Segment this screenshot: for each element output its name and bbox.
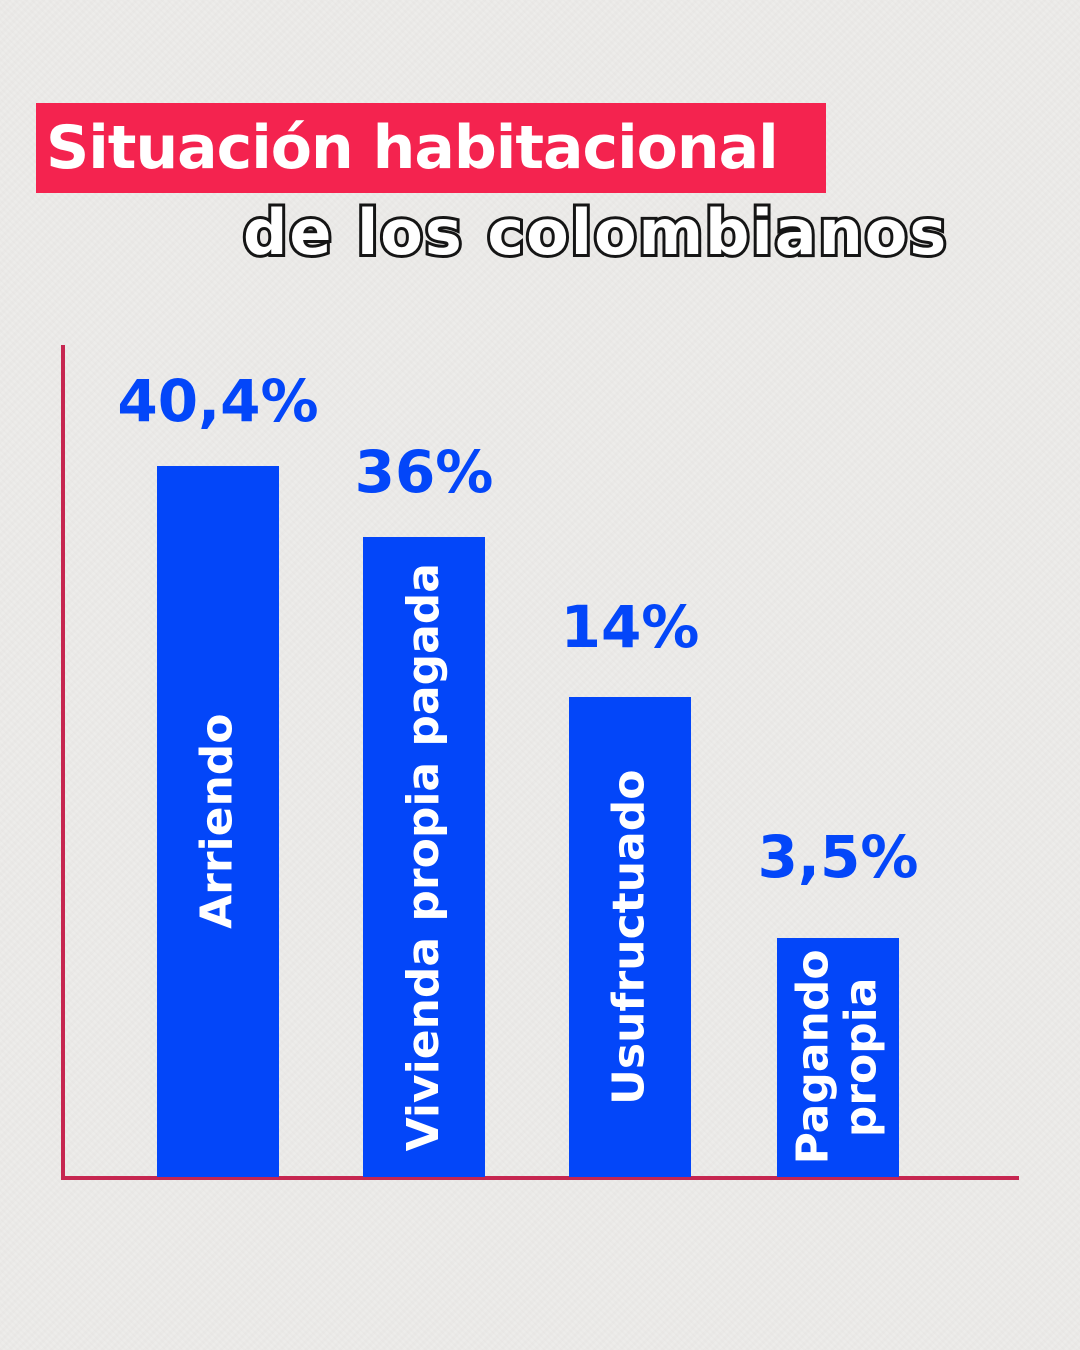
- title-banner: Situación habitacional: [36, 103, 826, 193]
- category-label-vivienda-propia-pagada: Vivienda propia pagada: [397, 562, 449, 1152]
- value-label-usufructuado: 14%: [560, 593, 700, 661]
- bar-vivienda-propia-pagada: Vivienda propia pagada: [363, 537, 485, 1177]
- page-subtitle: de los colombianos: [240, 193, 949, 272]
- page-title: Situación habitacional: [46, 113, 779, 183]
- bar-arriendo: Arriendo: [157, 466, 279, 1177]
- chart-y-axis: [61, 345, 65, 1180]
- value-label-vivienda-propia-pagada: 36%: [354, 438, 494, 506]
- value-label-pagando-propia: 3,5%: [757, 823, 919, 891]
- chart-x-axis: [61, 1176, 1019, 1180]
- category-label-arriendo: Arriendo: [191, 713, 243, 930]
- category-label-usufructuado: Usufructuado: [603, 769, 655, 1105]
- category-label-pagando-propia: Pagando propia: [787, 949, 887, 1165]
- bar-pagando-propia: Pagando propia: [777, 938, 899, 1177]
- value-label-arriendo: 40,4%: [117, 367, 319, 435]
- bar-usufructuado: Usufructuado: [569, 697, 691, 1177]
